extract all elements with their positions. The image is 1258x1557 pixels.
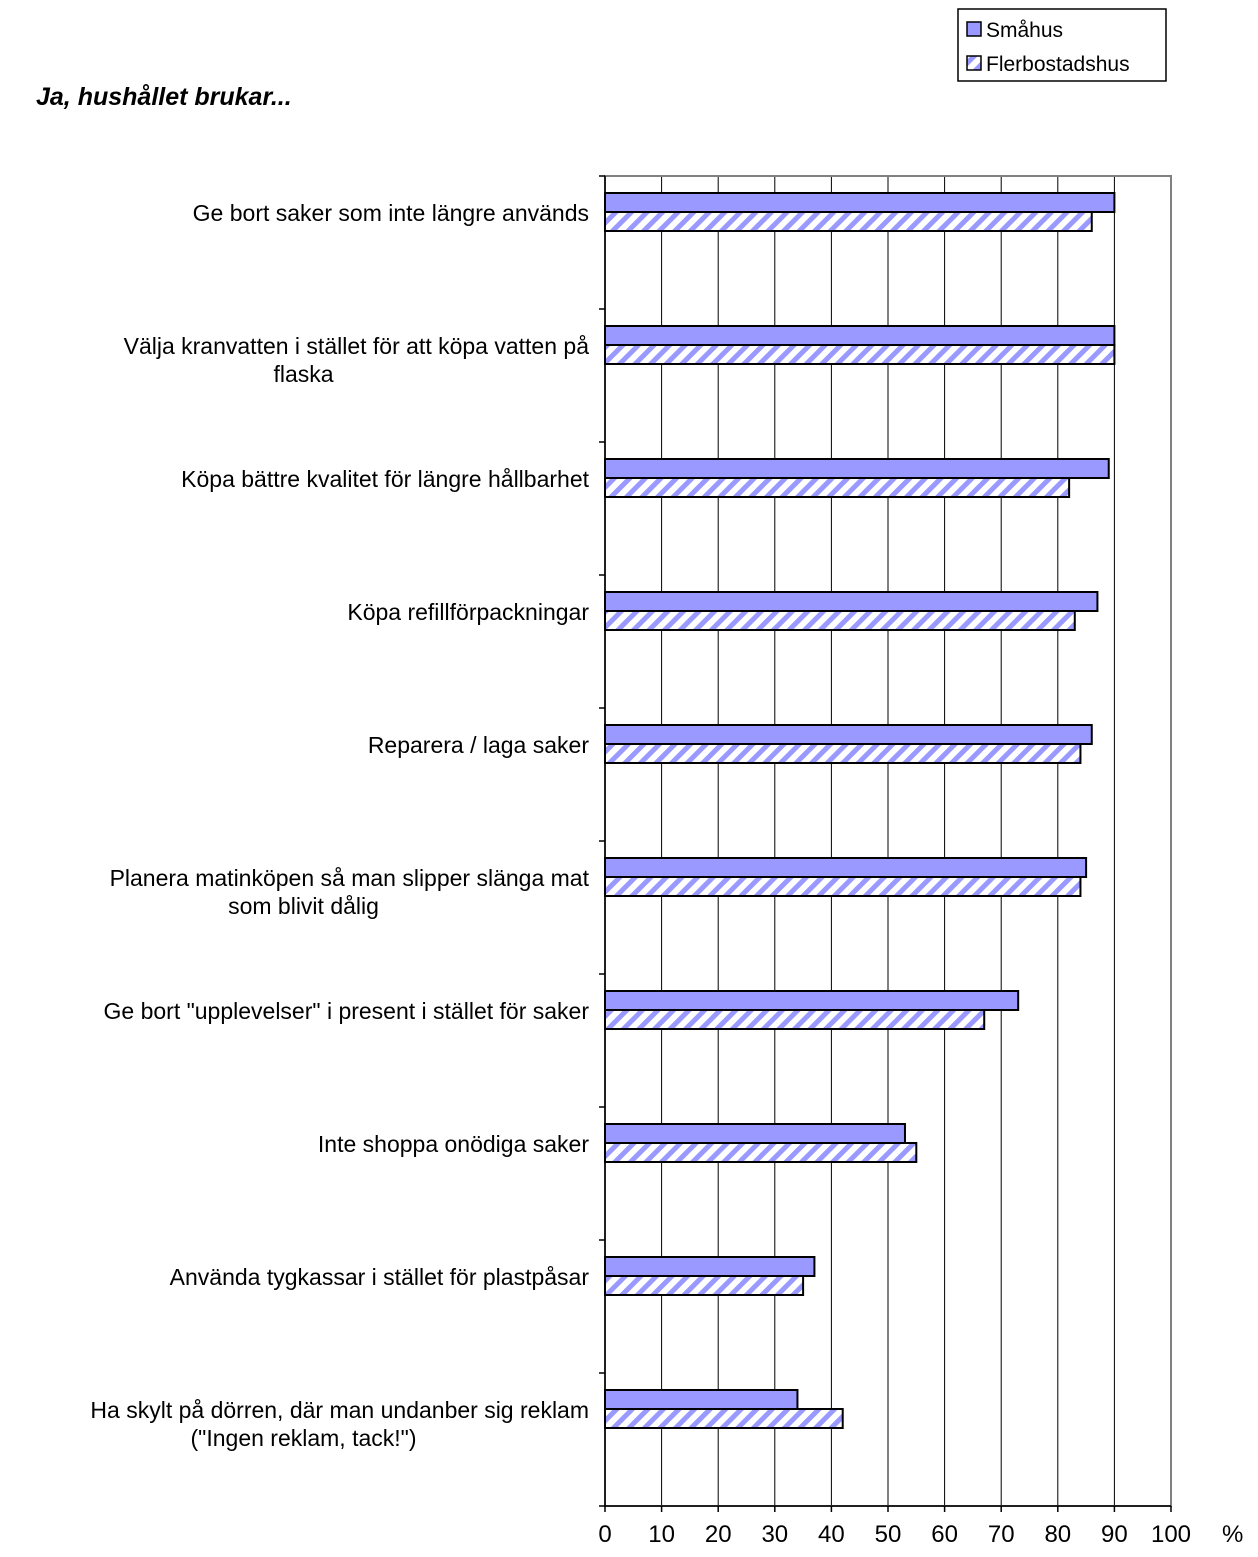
bar-flerbostadshus xyxy=(604,477,1071,498)
legend-label-smahus: Småhus xyxy=(986,19,1063,42)
x-tick-label: 0 xyxy=(598,1521,611,1548)
bar-flerbostadshus xyxy=(604,211,1093,232)
bar-flerbostadshus xyxy=(604,344,1116,365)
bar-smahus xyxy=(604,325,1116,346)
bars xyxy=(604,192,1116,1429)
bar-flerbostadshus xyxy=(604,876,1082,897)
legend-box xyxy=(957,8,1167,82)
bar-smahus xyxy=(604,458,1110,479)
category-label: Ha skylt på dörren, där man undanber sig… xyxy=(90,1397,589,1423)
category-labels: Ge bort saker som inte längre används Väl… xyxy=(90,200,589,1451)
category-label: Ge bort "upplevelser" i present i ställe… xyxy=(104,998,590,1024)
bar-smahus xyxy=(604,724,1093,745)
category-label: Reparera / laga saker xyxy=(368,732,590,758)
bar-flerbostadshus xyxy=(604,1275,805,1296)
bar-smahus xyxy=(604,591,1099,612)
legend-swatch-flerbostadshus xyxy=(966,55,982,71)
x-tick-label: 40 xyxy=(818,1521,845,1548)
x-tick-label: 50 xyxy=(875,1521,902,1548)
bar-smahus xyxy=(604,990,1020,1011)
category-label: Använda tygkassar i stället för plastpås… xyxy=(170,1264,590,1290)
category-label: Välja kranvatten i stället för att köpa … xyxy=(124,333,590,359)
x-tick-label: 60 xyxy=(931,1521,958,1548)
category-label: som blivit dålig xyxy=(228,893,379,919)
bar-smahus xyxy=(604,857,1088,878)
x-tick-label: 20 xyxy=(705,1521,732,1548)
bar-smahus xyxy=(604,1123,906,1144)
bar-smahus xyxy=(604,1389,799,1410)
bar-flerbostadshus xyxy=(604,1009,986,1030)
plot-area xyxy=(599,175,1172,1512)
category-label: flaska xyxy=(273,361,333,387)
x-axis-unit-label: % xyxy=(1222,1521,1243,1548)
bar-flerbostadshus xyxy=(604,743,1082,764)
x-tick-label: 30 xyxy=(761,1521,788,1548)
category-label: Köpa refillförpackningar xyxy=(347,599,589,625)
x-tick-label: 70 xyxy=(988,1521,1015,1548)
legend: Småhus Flerbostadshus xyxy=(957,8,1167,82)
bar-flerbostadshus xyxy=(604,1142,918,1163)
category-label: ("Ingen reklam, tack!") xyxy=(191,1425,417,1451)
x-tick-label: 90 xyxy=(1101,1521,1128,1548)
category-label: Planera matinköpen så man slipper slänga… xyxy=(110,865,590,891)
legend-swatch-smahus xyxy=(966,21,982,37)
x-tick-label: 100 xyxy=(1151,1521,1191,1548)
bar-smahus xyxy=(604,192,1116,213)
legend-label-flerbostadshus: Flerbostadshus xyxy=(986,53,1130,76)
bar-flerbostadshus xyxy=(604,610,1076,631)
x-axis-tick-labels: 0 10 20 30 40 50 60 70 80 90 100 xyxy=(598,1521,1191,1548)
x-tick-label: 10 xyxy=(648,1521,675,1548)
bar-smahus xyxy=(604,1256,816,1277)
category-label: Köpa bättre kvalitet för längre hållbarh… xyxy=(181,466,589,492)
x-tick-label: 80 xyxy=(1044,1521,1071,1548)
category-label: Inte shoppa onödiga saker xyxy=(318,1131,589,1157)
category-label: Ge bort saker som inte längre används xyxy=(193,200,589,226)
bar-flerbostadshus xyxy=(604,1408,844,1429)
chart-title: Ja, hushållet brukar... xyxy=(36,83,292,111)
